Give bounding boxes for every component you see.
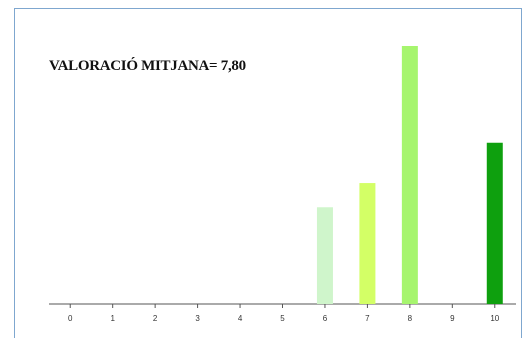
x-tick-label-9: 9 [450,314,455,323]
bar-6 [316,207,333,304]
x-tick-label-6: 6 [323,314,328,323]
x-tick-label-4: 4 [238,314,243,323]
x-tick-label-1: 1 [110,314,115,323]
ticks-group: 0 1 2 3 4 5 6 7 8 9 10 [68,304,500,323]
x-tick-label-7: 7 [365,314,370,323]
x-tick-label-10: 10 [490,314,499,323]
bar-7 [359,183,376,304]
chart-title: VALORACIÓ MITJANA= 7,80 [49,58,246,74]
x-tick-label-2: 2 [153,314,158,323]
x-tick-label-8: 8 [408,314,413,323]
bar-8 [401,46,418,304]
x-tick-label-0: 0 [68,314,73,323]
x-tick-label-3: 3 [195,314,200,323]
bars-group [316,46,503,304]
chart-frame [14,8,522,338]
x-tick-label-5: 5 [280,314,285,323]
bar-10 [486,142,503,304]
